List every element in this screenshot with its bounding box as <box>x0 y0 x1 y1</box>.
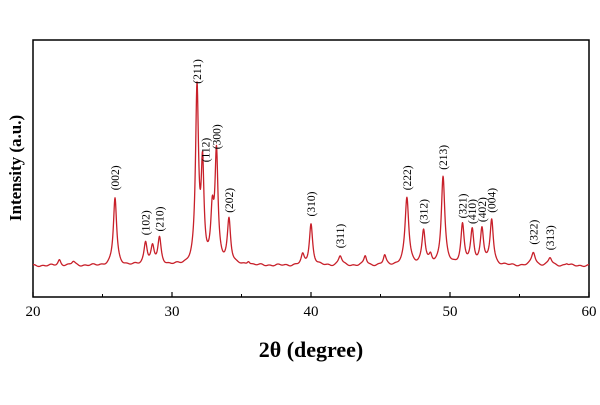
peak-label: (211) <box>192 59 204 84</box>
peak-label: (004) <box>487 188 499 213</box>
peak-label: (310) <box>306 191 318 216</box>
ticks-layer: 20 30 40 50 60 <box>26 292 597 320</box>
peak-label: (321) <box>458 193 470 218</box>
peak-label: (213) <box>438 145 450 170</box>
peak-label: (312) <box>419 199 431 224</box>
peak-label: (002) <box>110 165 122 190</box>
x-tick-label: 40 <box>304 304 319 320</box>
peak-label: (402) <box>477 197 489 222</box>
series-layer <box>32 81 590 268</box>
peak-label: (313) <box>545 225 557 250</box>
peak-label: (112) <box>200 138 212 163</box>
peak-label: (322) <box>528 220 540 245</box>
peak-label: (222) <box>402 165 414 190</box>
peak-label: (202) <box>224 188 236 213</box>
peak-labels-layer: (002) (102) (210) (211) (300)(112) (202) (310)… <box>110 59 557 250</box>
y-axis-title: Intensity (a.u.) <box>6 115 25 221</box>
peak-label: (311) <box>335 224 347 249</box>
x-tick-label: 60 <box>582 304 597 320</box>
peak-label: (410) <box>467 199 479 224</box>
x-axis-title: 2θ (degree) <box>259 337 364 362</box>
x-tick-label: 20 <box>26 304 41 320</box>
x-tick-label: 30 <box>165 304 180 320</box>
peak-label: (300) <box>212 124 224 149</box>
peak-label: (210) <box>155 206 167 231</box>
peak-label: (102) <box>141 210 153 235</box>
xrd-series-line <box>32 81 590 268</box>
x-tick-label: 50 <box>443 304 458 320</box>
